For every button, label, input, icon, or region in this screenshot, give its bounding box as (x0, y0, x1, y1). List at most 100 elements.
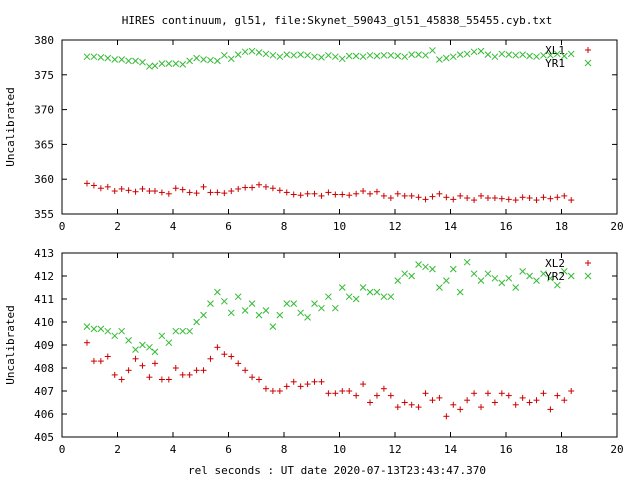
data-point (104, 327, 112, 335)
data-point (560, 268, 568, 275)
data-point (151, 62, 159, 70)
data-point (408, 51, 416, 58)
data-point (111, 56, 119, 63)
data-point (484, 51, 492, 58)
data-point (519, 194, 526, 201)
data-point (200, 367, 207, 374)
data-point (338, 284, 346, 291)
y-tick-label: 380 (34, 34, 54, 47)
data-point (547, 195, 554, 202)
data-point (457, 406, 464, 413)
data-point (172, 327, 180, 335)
data-point (125, 187, 132, 194)
x-tick-label: 12 (388, 443, 401, 456)
data-point (547, 274, 554, 282)
data-point (158, 332, 166, 340)
data-point (387, 51, 395, 59)
data-point (104, 54, 112, 62)
data-point (304, 381, 311, 388)
data-point (132, 355, 139, 362)
data-point (463, 258, 471, 266)
data-point (242, 367, 249, 374)
data-point (422, 263, 429, 271)
y-tick-label: 365 (34, 138, 54, 151)
data-point (533, 277, 540, 284)
data-point (262, 50, 270, 58)
y-axis-label: Uncalibrated (4, 305, 17, 384)
data-point (132, 57, 139, 65)
data-point (193, 367, 200, 374)
data-point (540, 51, 547, 59)
data-point (83, 180, 90, 187)
data-point (547, 51, 554, 59)
data-point (380, 51, 388, 59)
data-point (158, 189, 165, 196)
data-point (325, 390, 332, 397)
legend-label: XL1 (545, 44, 565, 57)
data-point (429, 397, 436, 404)
data-point (200, 311, 207, 319)
data-point (415, 404, 422, 411)
data-point (484, 270, 492, 278)
data-point (283, 383, 290, 390)
y-tick-label: 370 (34, 104, 54, 117)
data-point (422, 390, 429, 397)
data-point (172, 60, 180, 68)
data-point (429, 193, 436, 200)
data-point (387, 194, 394, 201)
data-point (380, 192, 387, 199)
data-point (179, 327, 187, 335)
data-point (186, 57, 194, 65)
data-point (367, 190, 374, 197)
y-tick-label: 412 (34, 270, 54, 283)
data-point (408, 272, 416, 280)
data-point (220, 297, 228, 305)
data-point (415, 51, 422, 58)
data-point (491, 274, 499, 282)
data-point (554, 392, 561, 399)
data-point (394, 52, 402, 60)
data-point (241, 307, 249, 314)
data-point (200, 183, 207, 190)
data-point (387, 293, 395, 301)
data-point (332, 390, 339, 397)
data-point (207, 189, 214, 196)
x-tick-label: 6 (225, 443, 232, 456)
x-tick-label: 8 (281, 443, 288, 456)
data-point (276, 53, 284, 61)
data-point (318, 192, 325, 199)
data-point (158, 60, 166, 68)
data-point (193, 318, 200, 326)
data-point (227, 55, 235, 63)
data-point (139, 58, 146, 66)
data-point (353, 190, 360, 197)
data-point (331, 53, 339, 61)
legend-label: YR2 (545, 270, 565, 283)
data-point (436, 56, 443, 63)
data-point (151, 188, 158, 195)
data-point (436, 394, 443, 401)
data-point (325, 51, 332, 59)
x-tick-label: 20 (610, 443, 623, 456)
bottom-panel: 405 406 407 408 409 410 411 412 413 0 2 4 6 8 10 12 14 16… (4, 247, 624, 456)
data-point (283, 189, 290, 196)
x-tick-label: 2 (114, 443, 121, 456)
data-point (90, 325, 98, 333)
data-point (505, 51, 513, 58)
data-point (269, 185, 276, 192)
data-point (255, 311, 263, 319)
data-point (352, 295, 360, 303)
data-point (186, 189, 193, 196)
data-point (228, 188, 235, 195)
data-point (498, 50, 506, 58)
data-point (373, 288, 381, 296)
data-point (132, 188, 139, 195)
data-point (172, 365, 179, 371)
data-point (463, 50, 471, 58)
data-point (132, 346, 139, 353)
data-point (561, 397, 568, 404)
data-point (207, 300, 214, 307)
data-point (345, 52, 353, 60)
legend-label: XL2 (545, 257, 565, 270)
data-point (484, 194, 491, 201)
